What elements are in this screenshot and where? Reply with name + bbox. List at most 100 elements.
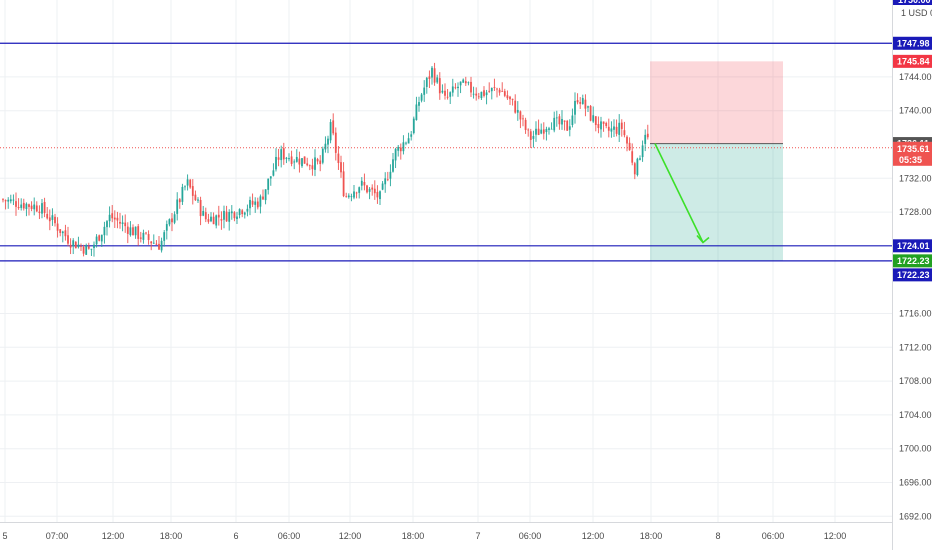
- candle: [210, 212, 212, 223]
- candle: [90, 248, 93, 257]
- candle-body: [524, 119, 527, 130]
- take-profit-label: 1722.23: [897, 256, 930, 266]
- candle: [537, 119, 540, 136]
- candle-body: [282, 148, 285, 160]
- time-tick-label: 7: [475, 531, 480, 541]
- candle: [311, 158, 314, 176]
- candle: [15, 192, 17, 216]
- last-price-badge: [893, 141, 932, 166]
- candle: [532, 130, 535, 148]
- stop-loss-label: 1745.84: [897, 56, 930, 66]
- price-tick-label: 1708.00: [899, 376, 932, 386]
- candle: [236, 211, 238, 224]
- candle-body: [28, 204, 30, 207]
- candle: [33, 197, 36, 216]
- candle-body: [501, 91, 504, 93]
- candle: [412, 116, 415, 135]
- candle: [470, 76, 472, 97]
- annotations[interactable]: [654, 143, 710, 244]
- candle: [358, 186, 361, 199]
- price-tick-label: 1732.00: [899, 173, 932, 183]
- candle-body: [80, 246, 82, 247]
- candle: [441, 84, 444, 94]
- candle: [77, 236, 80, 249]
- candle: [503, 88, 506, 98]
- candle-body: [602, 121, 605, 124]
- candle-body: [220, 219, 223, 221]
- candle-body: [355, 192, 358, 194]
- candle: [392, 153, 394, 173]
- candle-body: [485, 92, 488, 96]
- candle-body: [272, 170, 275, 176]
- candle: [451, 78, 454, 97]
- time-tick-label: 18:00: [160, 531, 183, 541]
- candle-body: [189, 179, 192, 188]
- horizontal-lines[interactable]: [0, 42, 892, 262]
- candle-body: [113, 217, 116, 220]
- candle: [72, 238, 75, 255]
- candle: [230, 205, 233, 220]
- candle-body: [215, 215, 218, 226]
- candle: [550, 122, 553, 130]
- candle: [207, 213, 210, 224]
- candle: [82, 244, 85, 257]
- candle-body: [620, 122, 623, 129]
- candle: [646, 124, 649, 140]
- candle: [433, 62, 436, 86]
- candle-body: [4, 200, 7, 202]
- candle-body: [132, 227, 134, 236]
- candle-body: [342, 171, 345, 197]
- candle: [399, 143, 402, 160]
- candle-body: [381, 183, 384, 190]
- candle: [589, 104, 592, 122]
- candle-body: [17, 207, 20, 209]
- candle: [74, 241, 77, 249]
- candle-body: [293, 161, 296, 163]
- candle-body: [347, 195, 350, 198]
- take-profit-zone[interactable]: [650, 143, 783, 261]
- candle: [475, 87, 478, 101]
- candle: [272, 163, 275, 177]
- candle: [223, 205, 225, 229]
- candle-body: [363, 182, 366, 186]
- candle-body: [519, 111, 522, 120]
- candle-body: [561, 118, 563, 125]
- candle-body: [184, 186, 186, 188]
- candle: [618, 114, 621, 142]
- candle-body: [418, 102, 420, 106]
- candle-body: [392, 159, 394, 172]
- projection-arrow-line[interactable]: [654, 143, 704, 243]
- candle-body: [126, 226, 129, 234]
- candle-body: [540, 129, 543, 134]
- position-zones[interactable]: [650, 61, 783, 261]
- candle: [446, 89, 449, 100]
- candle: [241, 208, 244, 218]
- take-profit-badge: [893, 254, 932, 268]
- candle: [501, 82, 504, 93]
- candle-body: [368, 188, 371, 192]
- stop-loss-zone[interactable]: [650, 61, 783, 144]
- candle: [402, 135, 405, 155]
- candle-body: [610, 128, 613, 132]
- level-lower-badge: [893, 268, 932, 282]
- candle-body: [152, 242, 155, 244]
- projection-arrow-head[interactable]: [696, 234, 710, 244]
- candle-body: [371, 187, 374, 190]
- candle-body: [51, 215, 54, 220]
- candle-body: [90, 248, 93, 250]
- candle-body: [246, 208, 249, 212]
- candle: [636, 157, 639, 177]
- candle-body: [173, 214, 176, 223]
- candle: [509, 95, 511, 106]
- candle: [529, 128, 532, 148]
- candle-body: [275, 156, 277, 170]
- candle: [254, 197, 257, 213]
- candle-body: [490, 87, 493, 92]
- candle-body: [129, 227, 132, 236]
- candle-body: [631, 151, 634, 163]
- candle-body: [389, 171, 392, 179]
- candle-body: [119, 221, 121, 224]
